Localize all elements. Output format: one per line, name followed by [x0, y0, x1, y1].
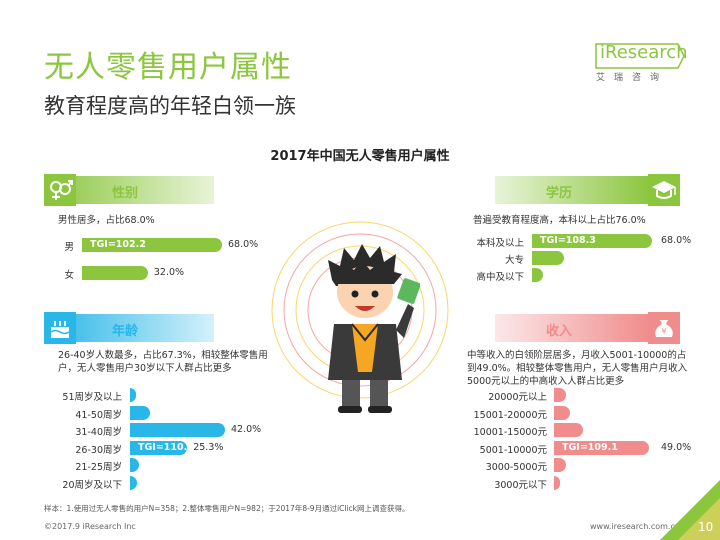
footnote: 样本：1.使用过无人零售的用户N=358；2.整体零售用户N=982；于2017… [44, 504, 410, 513]
birthday-cake-icon [44, 312, 76, 344]
corner-decoration-icon [660, 480, 720, 540]
iresearch-logo: iResearch 艾瑞咨询 [594, 40, 688, 83]
value-label: 49.0% [661, 441, 692, 453]
section-label: 收入 [546, 324, 573, 339]
bar-4 [554, 458, 566, 472]
value-label: 68.0% [661, 235, 692, 246]
page-subtitle: 教育程度高的年轻白领一族 [44, 94, 296, 118]
bar-1 [554, 405, 570, 420]
category-label: 本科及以上 [476, 238, 524, 249]
bar-2 [532, 268, 543, 282]
tgi-label: TGI=102.2 [90, 239, 146, 250]
tgi-label: TGI=110.8 [138, 441, 194, 453]
bar-1 [82, 266, 148, 280]
page-title: 无人零售用户属性 [44, 50, 292, 85]
copyright: ©2017.9 iResearch Inc [44, 522, 136, 531]
category-label: 26-30周岁 [75, 444, 122, 456]
bar-0 [82, 238, 222, 252]
gender-icon [44, 174, 76, 206]
bar-1 [532, 251, 564, 265]
category-label: 20000元以上 [488, 392, 547, 403]
value-label: 42.0% [231, 424, 262, 435]
section-label: 学历 [546, 186, 573, 201]
chart-title: 2017年中国无人零售用户属性 [270, 149, 450, 164]
section-description: 普遍受教育程度高，本科以上占比76.0% [473, 215, 646, 226]
value-label: 32.0% [153, 267, 185, 278]
bar-1 [130, 405, 151, 420]
category-label: 3000-5000元 [485, 462, 547, 473]
bar-4 [130, 458, 140, 472]
section-header-1 [495, 176, 650, 204]
section-description: 26-40岁人数最多，占比67.3%，相较整体零售用户，无人零售用户30岁以下人… [58, 350, 268, 374]
category-label: 5001-10000元 [479, 444, 547, 456]
category-label: 20周岁及以下 [62, 479, 122, 491]
category-label: 31-40周岁 [75, 427, 122, 438]
category-label: 高中及以下 [476, 272, 524, 283]
tgi-label: TGI=109.1 [562, 441, 618, 453]
bar-5 [130, 475, 137, 490]
category-label: 大专 [504, 255, 524, 266]
category-label: 51周岁及以上 [62, 392, 122, 403]
logo-chinese: 艾瑞咨询 [596, 73, 669, 83]
value-label: 25.3% [193, 441, 224, 453]
category-label: 女 [64, 270, 74, 281]
category-label: 3000元以下 [494, 479, 547, 491]
value-label: 68.0% [228, 239, 259, 250]
section-description: 男性居多，占比68.0% [58, 215, 155, 226]
category-label: 21-25周岁 [75, 462, 122, 473]
category-label: 男 [64, 242, 74, 253]
bar-0 [532, 234, 652, 248]
page-number: 10 [698, 520, 714, 534]
bar-3 [554, 440, 649, 455]
young-white-collar-figure-icon [328, 244, 420, 413]
website-link[interactable]: www.iresearch.com.cn [590, 522, 680, 531]
bar-3 [130, 440, 188, 455]
section-description: 中等收入的白领阶层居多，月收入5001-10000的占到49.0%。相较整体零售… [467, 350, 688, 387]
section-header-3 [495, 314, 650, 342]
graduation-cap-icon [648, 174, 680, 206]
logo-word: iResearch [600, 42, 688, 63]
money-bag-icon: ¥ [648, 312, 680, 344]
category-label: 15001-20000元 [473, 409, 547, 421]
bar-2 [130, 423, 225, 437]
bar-5 [554, 475, 560, 490]
bar-0 [130, 388, 136, 402]
bar-2 [554, 423, 584, 437]
tgi-label: TGI=108.3 [540, 235, 596, 246]
svg-text:¥: ¥ [661, 327, 666, 336]
category-label: 41-50周岁 [75, 409, 122, 421]
logo-badge-icon [595, 43, 685, 69]
section-label: 年龄 [112, 324, 139, 339]
bar-0 [554, 388, 566, 402]
category-label: 10001-15000元 [473, 427, 547, 438]
section-label: 性别 [112, 186, 139, 201]
